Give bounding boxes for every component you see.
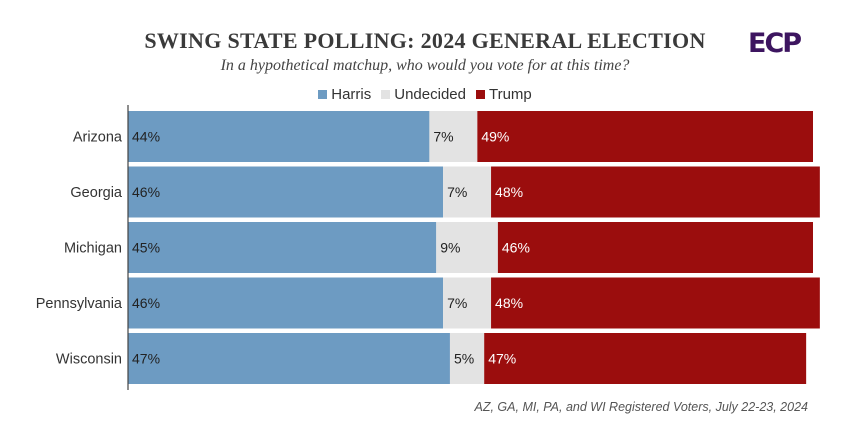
- bar-harris-wisconsin: [128, 333, 450, 384]
- data-label-undecided-arizona: 7%: [433, 129, 453, 145]
- data-label-harris-georgia: 46%: [132, 184, 160, 200]
- data-label-harris-pennsylvania: 46%: [132, 295, 160, 311]
- category-label-michigan: Michigan: [64, 241, 122, 257]
- bar-undecided-arizona: [429, 111, 478, 162]
- bar-harris-georgia: [128, 166, 444, 218]
- data-label-harris-michigan: 45%: [132, 240, 160, 256]
- data-label-undecided-georgia: 7%: [447, 184, 467, 200]
- chart-footnote: AZ, GA, MI, PA, and WI Registered Voters…: [474, 400, 808, 414]
- bar-trump-georgia: [491, 166, 820, 218]
- chart-legend: Harris Undecided Trump: [0, 86, 850, 103]
- bar-undecided-georgia: [443, 166, 492, 218]
- data-label-undecided-wisconsin: 5%: [454, 351, 474, 367]
- category-label-pennsylvania: Pennsylvania: [36, 296, 123, 312]
- legend-swatch-undecided: [381, 90, 391, 99]
- bar-undecided-pennsylvania: [443, 277, 492, 329]
- legend-label-trump: Trump: [488, 86, 532, 103]
- chart-subtitle: In a hypothetical matchup, who would you…: [220, 57, 630, 74]
- category-label-arizona: Arizona: [73, 130, 123, 146]
- data-label-trump-georgia: 48%: [495, 184, 523, 200]
- legend-swatch-trump: [475, 90, 485, 99]
- data-label-undecided-pennsylvania: 7%: [447, 295, 467, 311]
- bar-trump-michigan: [497, 222, 813, 273]
- category-label-wisconsin: Wisconsin: [56, 352, 122, 368]
- legend-swatch-harris: [318, 90, 328, 99]
- bar-harris-arizona: [128, 111, 430, 162]
- chart-title: SWING STATE POLLING: 2024 GENERAL ELECTI…: [144, 28, 706, 53]
- data-label-trump-arizona: 49%: [481, 129, 509, 145]
- data-label-harris-arizona: 44%: [132, 129, 160, 145]
- legend-item-undecided: Undecided: [381, 86, 466, 103]
- data-label-undecided-michigan: 9%: [440, 240, 460, 256]
- legend-item-trump: Trump: [475, 86, 532, 103]
- data-label-harris-wisconsin: 47%: [132, 351, 160, 367]
- data-label-trump-wisconsin: 47%: [488, 351, 516, 367]
- legend-label-harris: Harris: [331, 86, 372, 103]
- ecp-logo: ECP: [748, 28, 802, 59]
- bar-undecided-michigan: [436, 222, 498, 273]
- data-label-trump-pennsylvania: 48%: [495, 295, 523, 311]
- bar-harris-pennsylvania: [128, 277, 444, 329]
- data-label-trump-michigan: 46%: [502, 240, 530, 256]
- bar-harris-michigan: [128, 222, 437, 273]
- bar-trump-wisconsin: [484, 333, 807, 384]
- bar-trump-pennsylvania: [491, 277, 820, 329]
- bar-undecided-wisconsin: [449, 333, 485, 384]
- category-label-georgia: Georgia: [70, 185, 123, 201]
- bar-trump-arizona: [477, 111, 813, 162]
- legend-label-undecided: Undecided: [394, 86, 466, 103]
- legend-item-harris: Harris: [318, 86, 371, 103]
